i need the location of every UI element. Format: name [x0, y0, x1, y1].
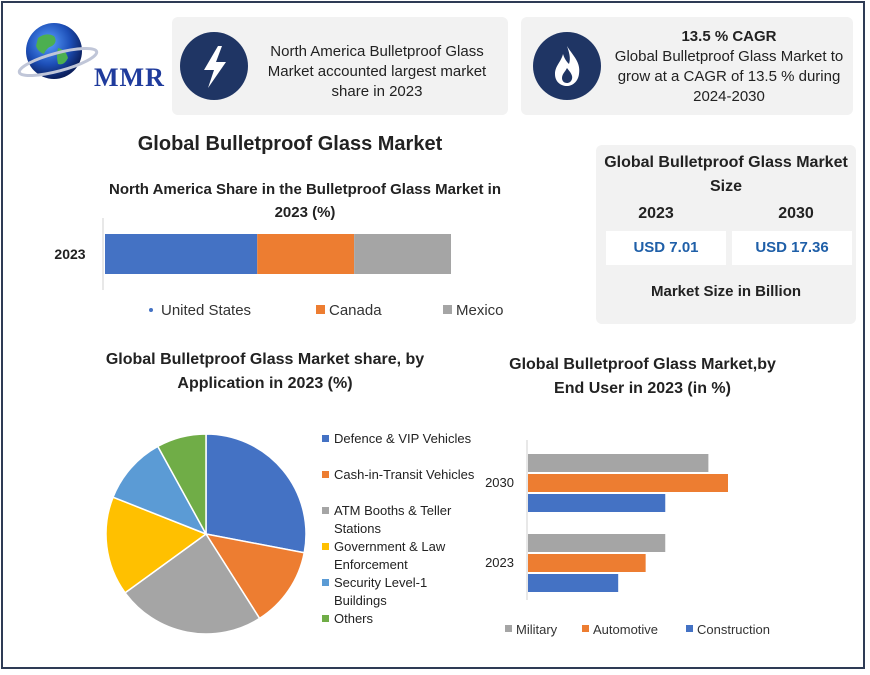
legend-swatch	[322, 471, 329, 478]
page-title: Global Bulletproof Glass Market	[137, 133, 443, 155]
application-legend-item: Government & Law Enforcement	[322, 538, 482, 574]
application-legend-item: Cash-in-Transit Vehicles	[322, 466, 482, 502]
end-user-bar-military	[528, 454, 709, 472]
end-user-legend-label: Military	[516, 622, 558, 637]
application-legend-item: Security Level-1 Buildings	[322, 574, 482, 610]
end-user-legend-label: Construction	[697, 622, 770, 637]
application-legend-label: ATM Booths & Teller Stations	[334, 503, 452, 536]
application-legend-label: Security Level-1 Buildings	[334, 575, 428, 608]
legend-swatch	[322, 507, 329, 514]
end-user-bar-automotive	[528, 474, 728, 492]
application-legend-label: Government & Law Enforcement	[334, 539, 446, 572]
market-size-value-2030: USD 17.36	[732, 231, 852, 265]
end-user-legend-label: Automotive	[593, 622, 658, 637]
end-user-bar-construction	[528, 574, 619, 592]
end-user-bar-military	[528, 534, 666, 552]
market-size-footer: Market Size in Billion	[650, 283, 802, 300]
north-america-chart-title: North America Share in the Bulletproof G…	[108, 181, 502, 221]
end-user-bar-construction	[528, 494, 666, 512]
application-legend-label: Cash-in-Transit Vehicles	[334, 467, 475, 482]
legend-swatch	[322, 615, 329, 622]
na-legend-swatch	[443, 305, 452, 314]
pie-slice-2	[124, 532, 261, 635]
application-legend-item: Defence & VIP Vehicles	[322, 430, 482, 466]
application-chart-title: Global Bulletproof Glass Market share, b…	[105, 351, 425, 392]
cagr-highlight-card: 13.5 % CAGR Global Bulletproof Glass Mar…	[521, 17, 853, 115]
na-bar-mexico	[354, 234, 451, 274]
na-legend-label: United States	[161, 302, 251, 319]
na-bar-united-states	[105, 234, 258, 274]
na-legend-label: Canada	[329, 302, 382, 319]
pie-slice-1	[204, 532, 306, 620]
application-legend-item: ATM Booths & Teller Stations	[322, 502, 482, 538]
north-america-highlight-card: North America Bulletproof Glass Market a…	[172, 17, 508, 115]
na-category-label: 2023	[54, 246, 85, 262]
brand-name: MMR	[94, 63, 165, 92]
application-legend-label: Defence & VIP Vehicles	[334, 431, 472, 446]
na-legend-label: Mexico	[456, 302, 504, 319]
legend-swatch	[322, 579, 329, 586]
legend-swatch	[322, 435, 329, 442]
end-user-legend-swatch	[582, 625, 589, 632]
cagr-text: Global Bulletproof Glass Market to grow …	[614, 48, 844, 105]
end-user-chart-title: Global Bulletproof Glass Market,by End U…	[509, 356, 776, 397]
market-size-value-2023: USD 7.01	[606, 231, 726, 265]
legend-swatch	[322, 543, 329, 550]
pie-slice-4	[112, 445, 208, 536]
end-user-category-label: 2030	[485, 475, 514, 490]
na-bar-canada	[257, 234, 355, 274]
na-legend-swatch	[316, 305, 325, 314]
application-legend-label: Others	[334, 611, 374, 626]
pie-slice-5	[156, 433, 207, 535]
north-america-highlight-text: North America Bulletproof Glass Market a…	[267, 43, 487, 100]
market-size-title: Global Bulletproof Glass Market Size	[604, 154, 848, 195]
end-user-legend-swatch	[505, 625, 512, 632]
market-size-year-2030: 2030	[778, 205, 814, 222]
flame-icon	[533, 32, 601, 100]
application-legend-item: Others	[322, 610, 482, 628]
end-user-category-label: 2023	[485, 555, 514, 570]
market-size-year-2023: 2023	[638, 205, 674, 222]
end-user-legend-swatch	[686, 625, 693, 632]
end-user-bar-automotive	[528, 554, 646, 572]
pie-slice-3	[105, 496, 208, 594]
na-legend-swatch	[149, 308, 153, 312]
globe-icon	[17, 23, 99, 79]
application-legend: Defence & VIP Vehicles Cash-in-Transit Ve…	[322, 430, 482, 628]
cagr-heading: 13.5 % CAGR	[681, 28, 777, 45]
pie-slice-0	[205, 433, 307, 554]
mmr-logo: MMR	[14, 18, 164, 92]
lightning-icon	[180, 32, 248, 100]
market-size-card: Global Bulletproof Glass Market Size 202…	[596, 145, 856, 324]
